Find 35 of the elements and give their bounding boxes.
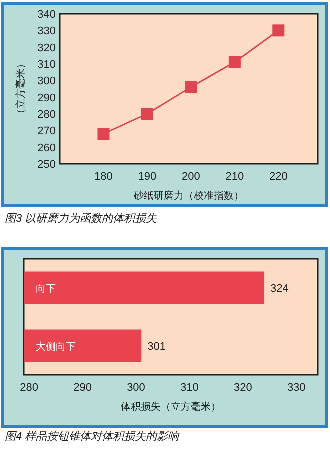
data-label: 301: [148, 341, 166, 353]
point: [228, 56, 241, 68]
y-tick-label: 290: [38, 92, 56, 104]
point: [98, 128, 110, 140]
x-tick-label: 280: [20, 382, 39, 394]
data-label: 324: [270, 283, 289, 295]
x-axis-title: 砂纸研磨力（校准指数）: [133, 190, 244, 202]
x-tick-label: 330: [287, 382, 306, 394]
y-tick-label: 260: [38, 142, 56, 154]
y-tick-label: 330: [38, 26, 56, 38]
y-tick-label: 向下: [36, 283, 56, 295]
x-tick-label: 180: [94, 171, 113, 183]
x-tick-label: 190: [138, 171, 157, 183]
y-axis-title: （立方毫米）: [15, 59, 27, 119]
y-tick-label: 280: [38, 109, 56, 121]
y-tick-label: 320: [38, 42, 56, 54]
y-tick-label: 大侧向下: [36, 341, 76, 353]
x-tick-label: 320: [234, 382, 252, 394]
x-axis-title: 体积损失（立方毫米）: [121, 401, 221, 413]
text: 图3 以研磨力为函数的体积损失: [5, 212, 158, 225]
x-tick-label: 310: [180, 382, 199, 394]
y-tick-label: 270: [38, 126, 56, 138]
point: [141, 108, 154, 120]
x-tick-label: 300: [127, 382, 146, 394]
x-tick-label: 220: [269, 171, 288, 183]
point: [272, 24, 285, 37]
y-tick-label: 310: [38, 59, 56, 71]
x-tick-label: 290: [74, 382, 92, 394]
point: [185, 81, 198, 94]
y-tick-label: 250: [38, 159, 56, 171]
x-tick-label: 210: [226, 171, 244, 183]
x-tick-label: 200: [182, 171, 200, 183]
y-tick-label: 300: [38, 76, 56, 88]
text: 图4 样品按钮锥体对体积损失的影响: [5, 430, 180, 443]
y-tick-label: 340: [38, 9, 56, 21]
